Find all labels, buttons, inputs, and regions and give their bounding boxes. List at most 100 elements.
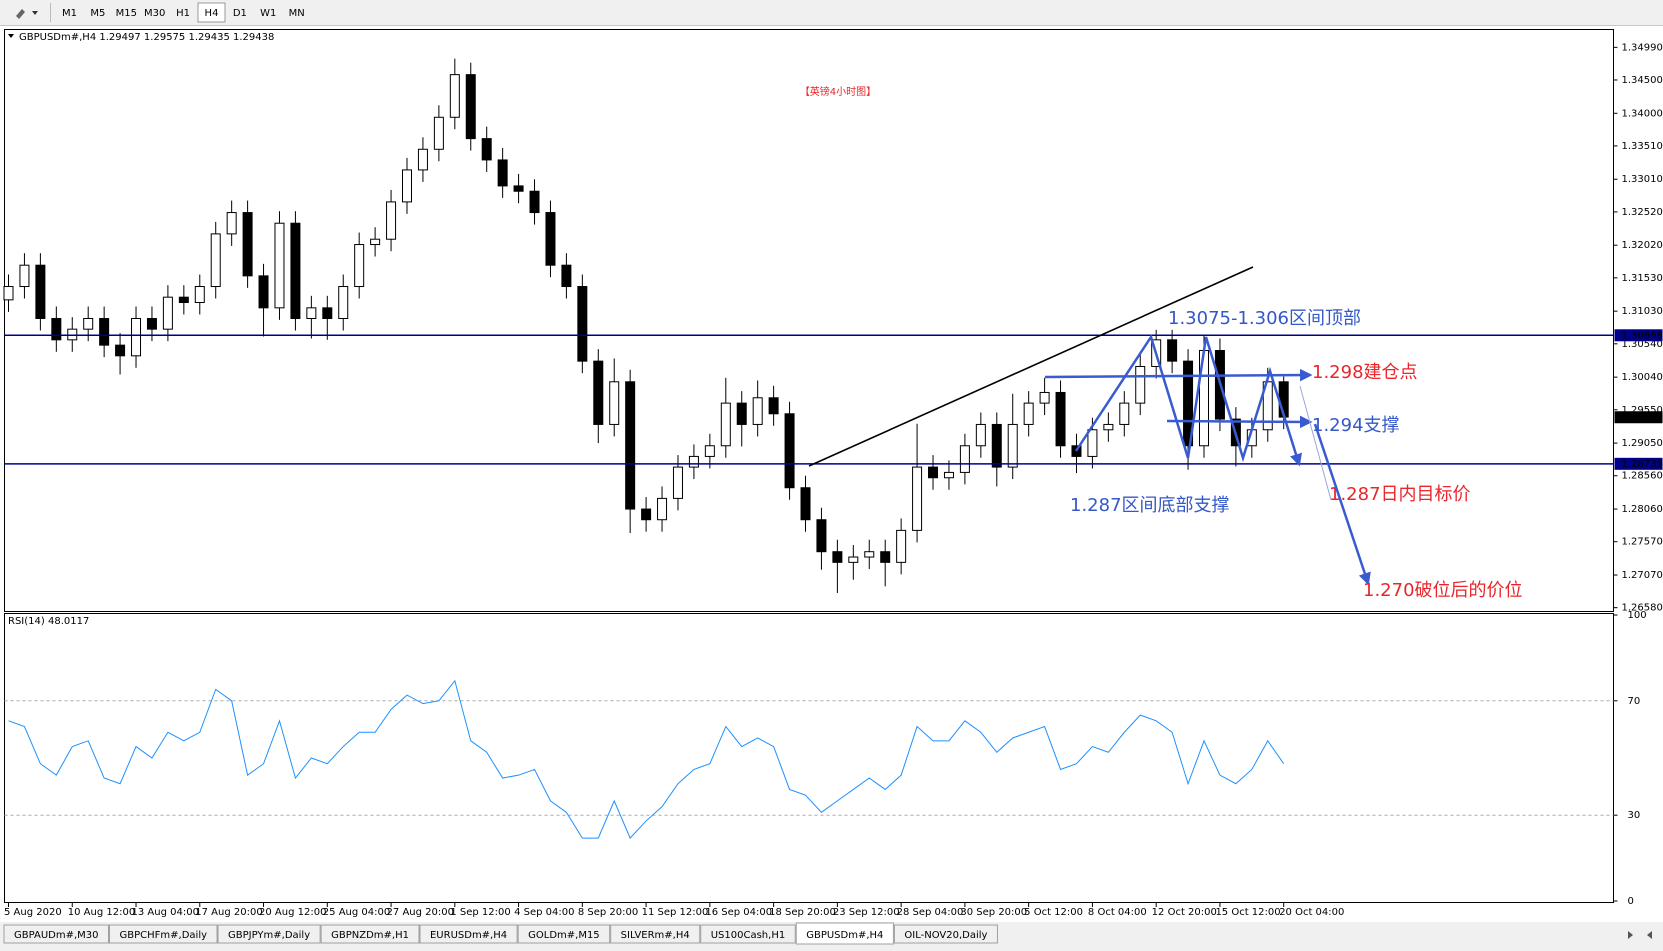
timeframe-label[interactable]: M5 [90, 8, 105, 19]
x-tick-label: 25 Aug 04:00 [323, 907, 390, 918]
timeframe-button[interactable] [254, 3, 282, 22]
scroll-right[interactable] [1647, 931, 1652, 939]
candle-body [577, 286, 588, 362]
candle-body [959, 445, 970, 473]
candle-body [1007, 423, 1018, 468]
x-tick-label: 10 Aug 12:00 [68, 907, 135, 918]
y-tick-label: 1.27070 [1622, 570, 1663, 581]
candle-body [19, 264, 30, 288]
timeframe-button[interactable] [283, 3, 311, 22]
timeframe-label[interactable]: H4 [205, 8, 219, 19]
rsi-value: 48.0117 [48, 616, 89, 627]
tab[interactable] [610, 924, 701, 944]
bid-label: 1.29438 [1622, 412, 1663, 423]
y-tick-label: 1.29550 [1622, 405, 1663, 416]
tab[interactable] [217, 924, 321, 944]
candle-body [402, 169, 412, 203]
candle-body [131, 318, 142, 357]
tab-label[interactable]: OIL-NOV20,Daily [904, 930, 987, 941]
annotation: 1.287日内目标价 [1329, 484, 1471, 505]
guide-line [1299, 385, 1332, 501]
timeframe-label[interactable]: W1 [260, 8, 276, 19]
tab-group: GBPAUDm#,M30 GBPCHFm#,Daily GBPJPYm#,Daily… [3, 922, 998, 945]
scroll-left[interactable] [1628, 931, 1633, 939]
candle-body [226, 212, 237, 235]
timeframe-label[interactable]: M1 [62, 8, 77, 19]
candle-body [768, 397, 779, 415]
tab[interactable] [517, 924, 611, 944]
y-tick-label: 1.31530 [1622, 273, 1663, 284]
candle-body [912, 466, 923, 531]
tab-label[interactable]: GBPAUDm#,M30 [14, 930, 99, 941]
candle-body [178, 296, 189, 304]
candle-body [928, 466, 939, 479]
support-arrow [1166, 415, 1313, 429]
candle-body [832, 551, 843, 563]
tab-label[interactable]: EURUSDm#,H4 [430, 930, 507, 941]
close-value: 1.29438 [233, 32, 274, 43]
x-tick-label: 23 Sep 12:00 [833, 907, 900, 918]
candle-body [864, 551, 875, 558]
tab-label[interactable]: GBPUSDm#,H4 [806, 930, 883, 941]
candle-body [51, 318, 62, 341]
tab[interactable] [795, 922, 894, 945]
timeframe-label[interactable]: MN [289, 8, 305, 19]
candle-body [1103, 423, 1114, 431]
candle-body [688, 455, 699, 468]
candle-body [386, 201, 397, 240]
tab-label[interactable]: SILVERm#,H4 [621, 930, 690, 941]
tab[interactable] [3, 924, 110, 944]
tab[interactable] [893, 924, 998, 944]
candle-body [1119, 402, 1130, 425]
collapse-icon[interactable] [8, 34, 14, 38]
timeframe-label[interactable]: M15 [116, 8, 137, 19]
tab-label[interactable]: GBPCHFm#,Daily [120, 930, 208, 941]
candle-body [433, 116, 444, 150]
x-tick-label: 28 Sep 04:00 [897, 907, 964, 918]
y-tick-label: 1.33010 [1622, 174, 1663, 185]
timeframe-label[interactable]: D1 [233, 8, 247, 19]
timeframe-label[interactable]: M30 [144, 8, 165, 19]
timeframe-button[interactable] [197, 2, 226, 23]
candle-body [1167, 339, 1178, 362]
candle-body [258, 275, 269, 309]
tab-label[interactable]: US100Cash,H1 [711, 930, 785, 941]
candle-body [1023, 402, 1034, 425]
timeframe-group: M1 M5 M15 M30 H1 H4 D1 W1 MN [56, 2, 311, 23]
candle-body [3, 286, 14, 301]
timeframe-button[interactable] [141, 3, 169, 22]
candle-body [35, 264, 46, 320]
tab-label[interactable]: GBPJPYm#,Daily [228, 930, 310, 941]
timeframe-button[interactable] [169, 3, 197, 22]
tab[interactable] [419, 924, 518, 944]
tab[interactable] [700, 924, 796, 944]
tab[interactable] [320, 924, 420, 944]
candle-body [274, 222, 285, 309]
timeframe-button[interactable] [112, 3, 140, 22]
tab-label[interactable]: GBPNZDm#,H1 [331, 930, 409, 941]
chart-tool-icon[interactable] [16, 9, 38, 19]
x-tick-label: 20 Aug 12:00 [259, 907, 326, 918]
tab[interactable] [109, 924, 218, 944]
entry-arrow [1044, 368, 1313, 382]
timeframe-button[interactable] [56, 3, 83, 22]
level-label: 1.28739 [1622, 459, 1663, 470]
candle-body [529, 190, 540, 214]
candle-body [975, 423, 986, 447]
y-tick-label: 1.27570 [1622, 537, 1663, 548]
y-tick-label: 1.30040 [1622, 372, 1663, 383]
candle-body [1039, 391, 1050, 404]
candle-body [146, 318, 157, 330]
timeframe-button[interactable] [226, 3, 254, 22]
candle-body [465, 74, 476, 140]
y-tick-label: 1.29050 [1622, 438, 1663, 449]
rsi-tick-label: 0 [1628, 896, 1634, 907]
tab-label[interactable]: GOLDm#,M15 [528, 930, 600, 941]
timeframe-label[interactable]: H1 [176, 8, 190, 19]
timeframe-button[interactable] [84, 3, 112, 22]
candle-body [370, 238, 381, 246]
candle-body [497, 159, 508, 187]
y-tick-label: 1.32020 [1622, 240, 1663, 251]
